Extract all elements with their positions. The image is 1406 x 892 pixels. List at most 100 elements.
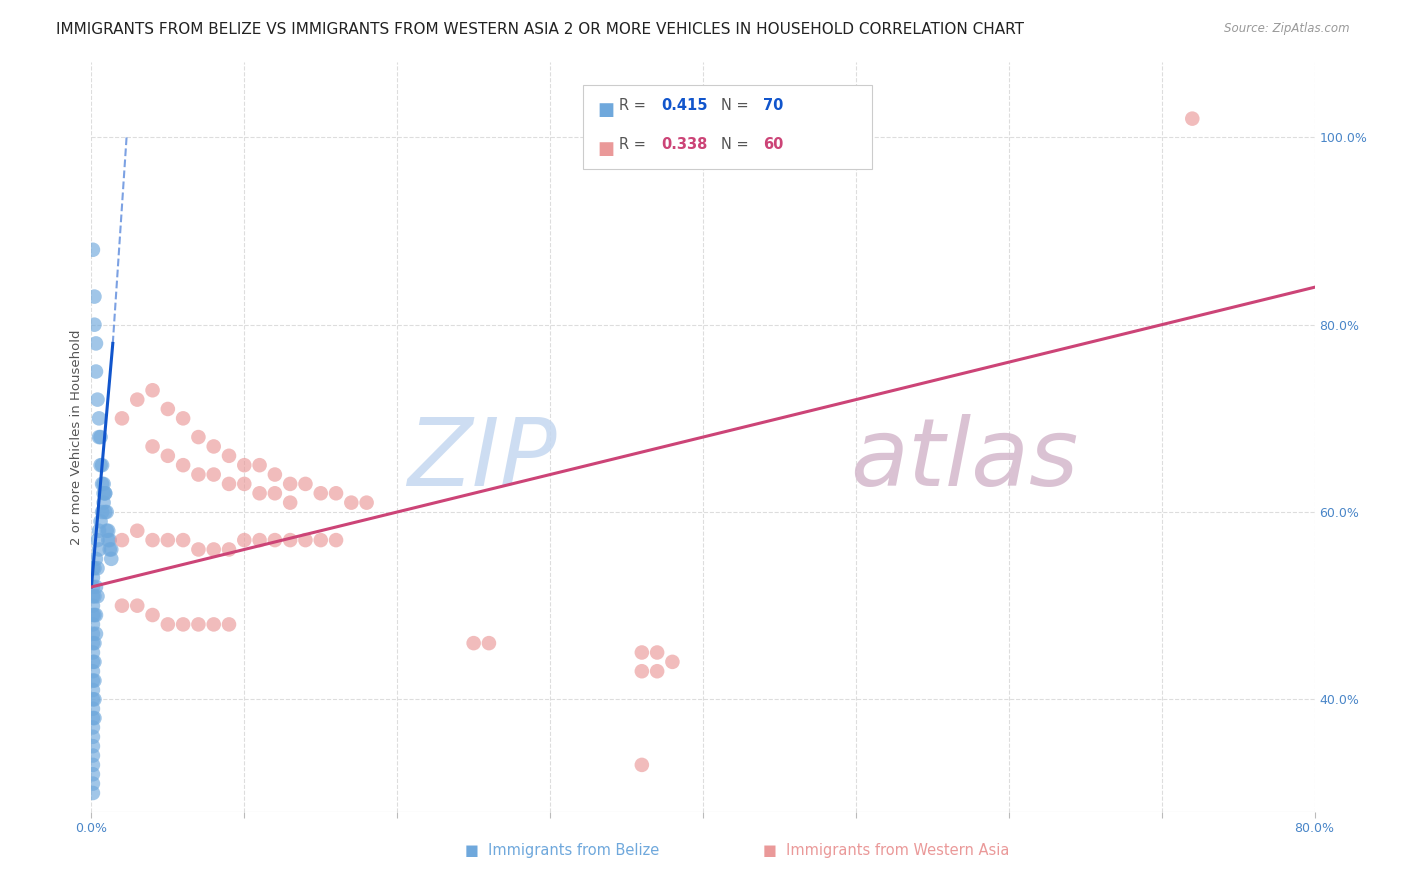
Point xyxy=(249,486,271,500)
Point xyxy=(202,542,225,557)
Point xyxy=(340,496,363,510)
Point xyxy=(94,486,117,500)
Point xyxy=(156,533,179,548)
Point xyxy=(172,533,194,548)
Point xyxy=(111,411,134,425)
Point xyxy=(187,617,209,632)
Point xyxy=(91,505,114,519)
Point xyxy=(325,533,347,548)
Point xyxy=(631,664,654,679)
Point xyxy=(233,533,256,548)
Point xyxy=(84,336,107,351)
Point xyxy=(661,655,683,669)
Point xyxy=(91,458,114,473)
Point xyxy=(141,533,163,548)
Point xyxy=(233,458,256,473)
Point xyxy=(1181,112,1204,126)
Text: 0.338: 0.338 xyxy=(661,137,707,153)
Point xyxy=(127,599,149,613)
Point xyxy=(127,524,149,538)
Text: 60: 60 xyxy=(763,137,783,153)
Point xyxy=(156,402,179,417)
Point xyxy=(82,608,104,623)
Point xyxy=(82,627,104,641)
Text: 0.415: 0.415 xyxy=(661,98,707,113)
Point xyxy=(309,533,332,548)
Text: atlas: atlas xyxy=(849,414,1078,505)
Point xyxy=(478,636,501,650)
Point xyxy=(93,476,115,491)
Point xyxy=(294,476,316,491)
Point xyxy=(93,496,115,510)
Point xyxy=(111,533,134,548)
Point xyxy=(278,533,301,548)
Point xyxy=(96,524,118,538)
Point xyxy=(84,551,107,566)
Point xyxy=(86,533,108,548)
Point xyxy=(82,561,104,575)
Text: IMMIGRANTS FROM BELIZE VS IMMIGRANTS FROM WESTERN ASIA 2 OR MORE VEHICLES IN HOU: IMMIGRANTS FROM BELIZE VS IMMIGRANTS FRO… xyxy=(56,22,1024,37)
Point xyxy=(82,786,104,800)
Point xyxy=(87,430,110,444)
Point xyxy=(264,467,287,482)
Point xyxy=(172,458,194,473)
Point xyxy=(82,590,104,604)
Point xyxy=(202,467,225,482)
Point xyxy=(187,430,209,444)
Point xyxy=(83,289,105,303)
Point xyxy=(631,758,654,772)
Point xyxy=(86,561,108,575)
Point xyxy=(218,476,240,491)
Point xyxy=(264,533,287,548)
Point xyxy=(172,617,194,632)
Point xyxy=(82,580,104,594)
Y-axis label: 2 or more Vehicles in Household: 2 or more Vehicles in Household xyxy=(70,329,83,545)
Point xyxy=(82,721,104,735)
Point xyxy=(82,767,104,781)
Text: N =: N = xyxy=(721,98,754,113)
Point xyxy=(325,486,347,500)
Point xyxy=(84,580,107,594)
Point xyxy=(83,711,105,725)
Point xyxy=(278,496,301,510)
Point xyxy=(82,692,104,706)
Point xyxy=(172,411,194,425)
Point xyxy=(645,664,668,679)
Point xyxy=(90,458,112,473)
Point xyxy=(82,617,104,632)
Point xyxy=(141,608,163,623)
Point xyxy=(82,655,104,669)
Point xyxy=(94,505,117,519)
Point xyxy=(83,655,105,669)
Point xyxy=(87,524,110,538)
Point xyxy=(127,392,149,407)
Point xyxy=(264,486,287,500)
Point xyxy=(82,664,104,679)
Text: Source: ZipAtlas.com: Source: ZipAtlas.com xyxy=(1225,22,1350,36)
Point xyxy=(202,440,225,454)
Text: ■  Immigrants from Belize: ■ Immigrants from Belize xyxy=(465,843,659,858)
Point xyxy=(82,571,104,585)
Point xyxy=(98,533,121,548)
Point xyxy=(187,467,209,482)
Point xyxy=(96,505,118,519)
Point xyxy=(82,636,104,650)
Point xyxy=(202,617,225,632)
Point xyxy=(82,646,104,660)
Text: ■: ■ xyxy=(598,101,614,119)
Point xyxy=(82,776,104,791)
Point xyxy=(278,476,301,491)
Point xyxy=(111,599,134,613)
Point xyxy=(218,449,240,463)
Point xyxy=(356,496,378,510)
Point xyxy=(82,748,104,763)
Point xyxy=(233,476,256,491)
Point xyxy=(249,458,271,473)
Text: ■: ■ xyxy=(598,140,614,158)
Point xyxy=(83,561,105,575)
Text: ZIP: ZIP xyxy=(406,414,557,505)
Point xyxy=(87,411,110,425)
Point xyxy=(100,542,122,557)
Point xyxy=(86,590,108,604)
Point xyxy=(82,758,104,772)
